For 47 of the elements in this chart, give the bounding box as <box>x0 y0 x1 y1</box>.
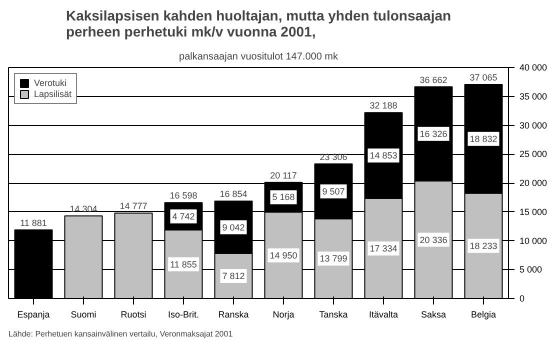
chart-subtitle: palkansaajan vuositulot 147.000 mk <box>179 52 339 62</box>
total-label: 16 598 <box>170 190 198 201</box>
x-tick-label: Itävalta <box>368 310 398 320</box>
data-label: 14 950 <box>270 250 298 260</box>
y-tick-label: 30 000 <box>520 120 548 130</box>
x-tick-label: Suomi <box>70 310 96 320</box>
total-label: 23 306 <box>320 152 348 162</box>
data-label: 18 832 <box>470 134 498 144</box>
x-tick-label: Espanja <box>17 310 50 320</box>
y-tick-label: 15 000 <box>520 206 548 217</box>
x-tick-label: Belgia <box>470 310 496 320</box>
legend-label: Lapsilisät <box>34 89 72 99</box>
data-label: 14 853 <box>370 150 398 161</box>
total-label: 11 881 <box>20 218 47 228</box>
x-tick-label: Ranska <box>218 310 249 320</box>
data-label: 7 812 <box>222 270 245 281</box>
text: Lähde: Perhetuen kansainvälinen vertailu, Veronmaksajat 2001 <box>8 330 234 338</box>
total-label: 37 065 <box>470 72 498 82</box>
y-tick-label: 35 000 <box>520 91 548 102</box>
y-tick-label: 25 000 <box>520 149 548 160</box>
y-tick-label: 5 000 <box>520 264 542 275</box>
data-label: 18 233 <box>470 240 498 251</box>
y-tick-label: 20 000 <box>520 178 548 188</box>
chart-title: Kaksilapsisen kahden huoltajan, mutta yhden tulonsaajan perheen perhetuki mk/v vuonna 2001, <box>66 8 452 40</box>
total-label: 32 188 <box>370 100 398 111</box>
data-label: 13 799 <box>320 254 348 264</box>
data-label: 20 336 <box>420 234 448 245</box>
x-tick-label: Saksa <box>420 310 446 320</box>
x-tick-label: Norja <box>272 310 294 320</box>
data-label: 9 042 <box>222 222 245 232</box>
data-label: 17 334 <box>370 243 398 254</box>
total-label: 16 854 <box>220 189 248 200</box>
y-tick-label: 10 000 <box>520 236 548 246</box>
x-tick-label: Iso-Brit. <box>168 310 200 320</box>
x-tick-label: Tanska <box>319 310 348 320</box>
data-label: 11 855 <box>170 259 197 270</box>
data-label: 5 168 <box>272 192 295 202</box>
legend-label: Verotuki <box>34 78 67 88</box>
total-label: 36 662 <box>420 74 448 85</box>
total-label: 14 777 <box>120 201 148 212</box>
x-tick-label: Ruotsi <box>120 310 146 320</box>
data-label: 9 507 <box>322 186 345 196</box>
y-tick-label: 40 000 <box>520 62 548 72</box>
total-label: 20 117 <box>270 170 297 180</box>
data-label: 16 326 <box>420 128 448 139</box>
data-label: 4 742 <box>172 211 195 222</box>
y-tick-label: 0 <box>520 294 525 304</box>
